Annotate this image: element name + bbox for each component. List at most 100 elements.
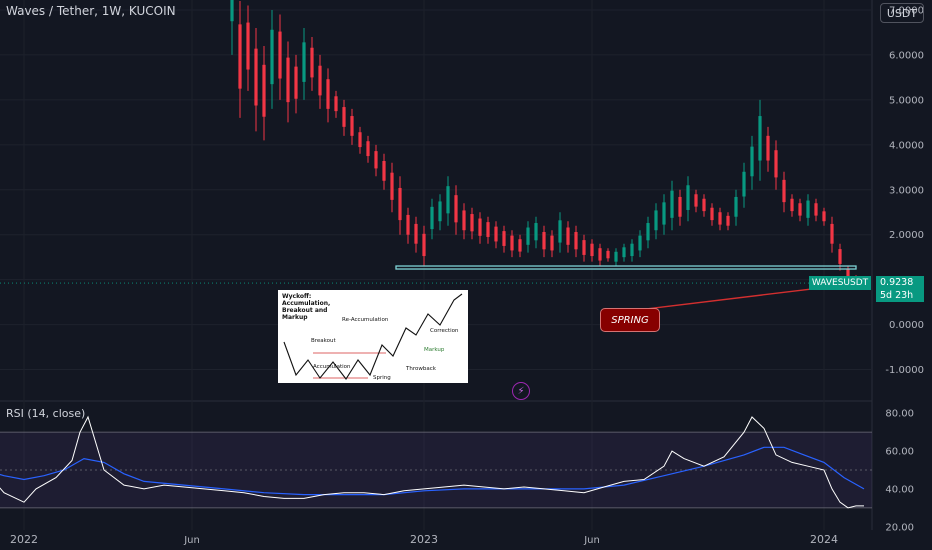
price-tick-label: 7.0000 (889, 5, 924, 16)
candle-body (286, 57, 290, 103)
candle-body (318, 65, 322, 96)
lightning-icon[interactable]: ⚡ (512, 382, 530, 400)
candle-body (334, 96, 338, 112)
candle-body (582, 240, 586, 255)
candle-body (486, 222, 490, 237)
candle-body (694, 194, 698, 207)
price-tick-label: 5.0000 (889, 95, 924, 106)
currency-button[interactable]: USDT (880, 3, 924, 23)
candle-body (614, 251, 618, 262)
candle-body (366, 141, 370, 157)
candle-body (846, 268, 850, 277)
candle-body (726, 215, 730, 226)
rsi-tick-label: 20.00 (885, 522, 914, 533)
price-tick-label: 4.0000 (889, 140, 924, 151)
time-tick-label: Jun (583, 535, 600, 546)
bar-countdown: 5d 23h (876, 289, 924, 302)
label-spring: Spring (373, 375, 391, 381)
candle-body (662, 202, 666, 225)
candle-body (294, 66, 298, 99)
price-tick-label: -1.0000 (885, 365, 924, 376)
candle-body (622, 247, 626, 258)
candle-body (542, 232, 546, 250)
spring-callout[interactable]: SPRING (600, 308, 660, 332)
last-price-value: 0.9238 (876, 276, 924, 289)
candle-body (382, 161, 386, 181)
candle-body (414, 223, 418, 244)
wyckoff-inset-image: Wyckoff: Accumulation, Breakout and Mark… (278, 290, 468, 383)
time-tick-label: Jun (183, 535, 200, 546)
candle-body (606, 250, 610, 259)
candle-body (446, 186, 450, 214)
price-tick-label: 3.0000 (889, 185, 924, 196)
candle-body (510, 235, 514, 251)
time-tick-label: 2023 (410, 533, 438, 546)
candlesticks (230, 0, 866, 287)
wyckoff-diagram (283, 293, 463, 380)
label-breakout: Breakout (311, 338, 336, 344)
candle-body (502, 231, 506, 246)
candle-body (254, 48, 258, 106)
candle-body (374, 151, 378, 169)
candle-body (558, 220, 562, 243)
candle-body (742, 171, 746, 197)
price-axis: 7.00006.00005.00004.00003.00002.00001.00… (885, 5, 924, 533)
candle-body (814, 203, 818, 216)
candle-body (550, 235, 554, 251)
label-correction: Correction (430, 328, 459, 334)
candle-body (310, 47, 314, 78)
candle-body (438, 201, 442, 222)
candle-body (422, 233, 426, 257)
candle-body (430, 206, 434, 230)
chart-title: Waves / Tether, 1W, KUCOIN (6, 4, 176, 18)
candle-body (270, 29, 274, 85)
time-tick-label: 2024 (810, 533, 838, 546)
time-axis: 2022Jun2023Jun2024Jun2025Jun2026 (10, 533, 838, 546)
candle-body (518, 239, 522, 252)
candle-body (678, 196, 682, 217)
label-markup: Markup (424, 347, 445, 353)
candle-body (766, 135, 770, 161)
candle-body (454, 195, 458, 223)
rsi-indicator-title[interactable]: RSI (14, close) (6, 407, 86, 420)
rsi-line (0, 415, 864, 509)
candle-body (654, 210, 658, 231)
candle-body (774, 150, 778, 178)
support-line (395, 265, 857, 270)
candle-body (238, 24, 242, 89)
candle-body (790, 198, 794, 212)
candle-body (822, 211, 826, 222)
candle-body (342, 107, 346, 127)
label-throwback: Throwback (406, 366, 436, 372)
candle-body (590, 243, 594, 257)
price-tick-label: 6.0000 (889, 50, 924, 61)
candle-body (718, 212, 722, 225)
candle-body (686, 185, 690, 210)
candle-body (278, 31, 282, 79)
rsi-panel (0, 415, 872, 509)
candle-body (734, 196, 738, 217)
candle-body (478, 218, 482, 236)
symbol-price-label: WAVESUSDT (809, 276, 871, 290)
price-tick-label: 2.0000 (889, 230, 924, 241)
candle-body (534, 223, 538, 241)
candle-body (526, 227, 530, 245)
rsi-tick-label: 80.00 (885, 409, 914, 420)
candle-body (406, 214, 410, 235)
candle-body (630, 243, 634, 257)
candle-body (470, 214, 474, 232)
candle-body (574, 232, 578, 250)
candle-body (798, 203, 802, 216)
candle-body (566, 227, 570, 245)
time-tick-label: 2022 (10, 533, 38, 546)
candle-body (758, 116, 762, 161)
label-reaccumulation: Re-Accumulation (342, 317, 389, 323)
price-tick-label: 0.0000 (889, 320, 924, 331)
candle-body (350, 116, 354, 136)
wyckoff-title: Wyckoff: Accumulation, Breakout and Mark… (282, 293, 331, 321)
candle-body (646, 223, 650, 241)
candle-body (638, 235, 642, 251)
candle-body (262, 64, 266, 117)
candle-body (710, 207, 714, 221)
